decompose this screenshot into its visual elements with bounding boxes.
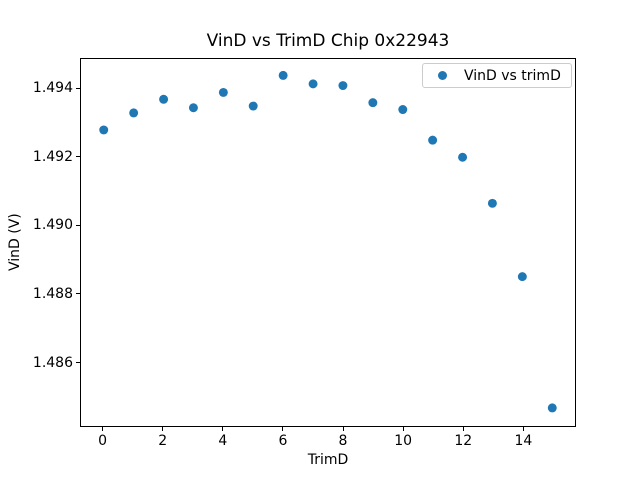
y-tick-label: 1.486 (32, 354, 73, 371)
x-tick-mark (462, 427, 464, 431)
scatter-point (458, 152, 468, 162)
scatter-point (547, 403, 557, 413)
scatter-point (248, 101, 258, 111)
x-tick-label: 14 (514, 433, 533, 449)
plot-area (80, 58, 576, 427)
chart-title: VinD vs TrimD Chip 0x22943 (206, 31, 450, 51)
scatter-point (159, 94, 169, 104)
x-tick-mark (282, 427, 284, 431)
scatter-points-layer (99, 70, 557, 413)
x-tick-label: 8 (338, 433, 348, 449)
x-tick-mark (342, 427, 344, 431)
scatter-point (487, 198, 497, 208)
scatter-point (398, 105, 408, 115)
x-tick-label: 0 (98, 433, 107, 449)
legend-marker-icon (438, 71, 447, 80)
x-tick-label: 6 (278, 433, 288, 449)
y-tick-label: 1.488 (32, 285, 73, 302)
x-tick-mark (162, 427, 164, 431)
scatter-point (517, 272, 527, 282)
y-tick-mark (76, 293, 80, 295)
scatter-point (99, 125, 109, 135)
scatter-point (188, 103, 198, 113)
scatter-point (428, 135, 438, 145)
x-tick-label: 2 (158, 433, 168, 449)
x-tick-label: 4 (218, 433, 228, 449)
y-tick-mark (76, 87, 80, 89)
scatter-point (338, 81, 348, 91)
x-tick-mark (402, 427, 404, 431)
scatter-point (308, 79, 318, 89)
x-axis-label: TrimD (307, 452, 349, 468)
scatter-point (368, 98, 378, 108)
y-tick-label: 1.494 (32, 80, 73, 97)
y-tick-mark (76, 362, 80, 364)
y-tick-label: 1.490 (32, 217, 73, 234)
x-tick-mark (222, 427, 224, 431)
x-tick-label: 10 (394, 433, 413, 449)
legend-label: VinD vs trimD (464, 67, 561, 84)
scatter-point (218, 87, 228, 97)
y-axis-label: VinD (V) (7, 213, 23, 272)
x-tick-label: 12 (454, 433, 473, 449)
legend: VinD vs trimD (422, 63, 572, 88)
scatter-point (129, 108, 139, 118)
y-tick-mark (76, 224, 80, 226)
y-tick-mark (76, 156, 80, 158)
x-tick-mark (102, 427, 104, 431)
y-tick-label: 1.492 (32, 148, 73, 165)
x-tick-mark (522, 427, 524, 431)
scatter-point (278, 70, 288, 80)
